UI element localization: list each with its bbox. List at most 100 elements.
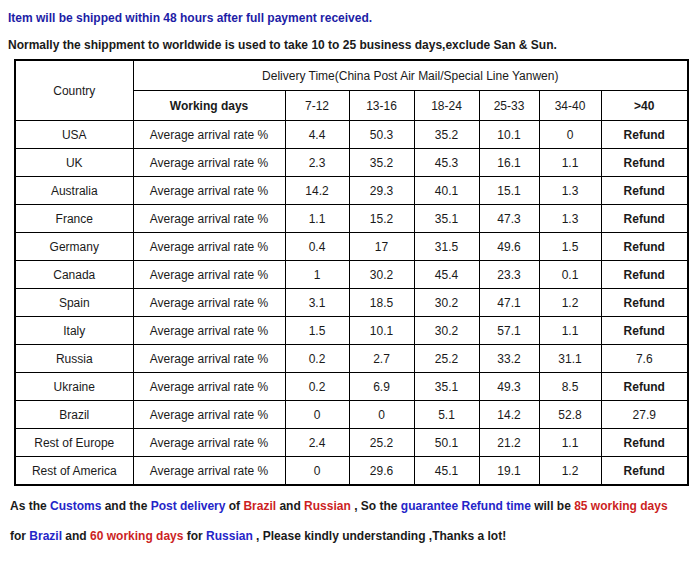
rate-value-cell: Refund [601,261,688,289]
day-range-header: 18-24 [414,91,479,121]
rate-value-cell: 0 [349,401,414,429]
arrival-rate-label: Average arrival rate % [133,457,285,486]
day-range-header: 7-12 [285,91,349,121]
rate-value-cell: Refund [601,149,688,177]
rate-value-cell: Refund [601,233,688,261]
rate-value-cell: 1 [285,261,349,289]
rate-value-cell: 35.2 [414,121,479,149]
footer-text-segment: Russian [206,529,253,543]
delivery-duration-note: Normally the shippment to worldwide is u… [8,32,700,59]
rate-value-cell: 33.2 [479,345,539,373]
rate-value-cell: 50.3 [349,121,414,149]
rate-value-cell: 5.1 [414,401,479,429]
arrival-rate-label: Average arrival rate % [133,429,285,457]
footer-text-segment: Russian [304,499,351,513]
rate-value-cell: 1.3 [539,205,601,233]
delivery-time-header: Delivery Time(China Post Air Mail/Specia… [133,60,688,91]
rate-value-cell: 31.1 [539,345,601,373]
delivery-rate-table: Country Delivery Time(China Post Air Mai… [14,59,689,486]
table-body: USAAverage arrival rate %4.450.335.210.1… [15,121,688,486]
table-row: Rest of AmericaAverage arrival rate %029… [15,457,688,486]
country-cell: France [15,205,133,233]
rate-value-cell: 1.2 [539,457,601,486]
table-row: UKAverage arrival rate %2.335.245.316.11… [15,149,688,177]
rate-value-cell: 14.2 [479,401,539,429]
table-row: Rest of EuropeAverage arrival rate %2.42… [15,429,688,457]
rate-value-cell: 29.3 [349,177,414,205]
rate-value-cell: 2.7 [349,345,414,373]
footer-text-segment: and [276,499,304,513]
country-cell: Russia [15,345,133,373]
rate-value-cell: 8.5 [539,373,601,401]
footer-text-segment: , So the [351,499,401,513]
table-row: RussiaAverage arrival rate %0.22.725.233… [15,345,688,373]
rate-value-cell: 47.3 [479,205,539,233]
footer-text-segment: guarantee Refund time [401,499,531,513]
footer-text-segment: and [62,529,90,543]
rate-value-cell: 29.6 [349,457,414,486]
footer-text-segment: Post delivery [151,499,226,513]
country-cell: Canada [15,261,133,289]
rate-value-cell: 15.1 [479,177,539,205]
rate-value-cell: 30.2 [349,261,414,289]
rate-value-cell: 30.2 [414,317,479,345]
footer-text-segment: for [183,529,206,543]
rate-value-cell: 0.2 [285,373,349,401]
rate-value-cell: 1.1 [539,149,601,177]
rate-value-cell: 23.3 [479,261,539,289]
footer-text-segment: Brazil [29,529,62,543]
arrival-rate-label: Average arrival rate % [133,261,285,289]
country-cell: Rest of Europe [15,429,133,457]
table-row: CanadaAverage arrival rate %130.245.423.… [15,261,688,289]
arrival-rate-label: Average arrival rate % [133,177,285,205]
rate-value-cell: 50.1 [414,429,479,457]
rate-value-cell: 35.1 [414,205,479,233]
footer-text-segment: of [225,499,243,513]
arrival-rate-label: Average arrival rate % [133,233,285,261]
rate-value-cell: 45.4 [414,261,479,289]
arrival-rate-label: Average arrival rate % [133,289,285,317]
rate-value-cell: 57.1 [479,317,539,345]
rate-value-cell: Refund [601,177,688,205]
rate-value-cell: 30.2 [414,289,479,317]
rate-value-cell: 1.1 [539,429,601,457]
table-row: GermanyAverage arrival rate %0.41731.549… [15,233,688,261]
refund-policy-line-1: As the Customs and the Post delivery of … [10,491,700,521]
rate-value-cell: 45.1 [414,457,479,486]
day-range-header: 25-33 [479,91,539,121]
arrival-rate-label: Average arrival rate % [133,205,285,233]
day-range-header: 13-16 [349,91,414,121]
rate-value-cell: 35.1 [414,373,479,401]
rate-value-cell: 25.2 [414,345,479,373]
rate-value-cell: Refund [601,457,688,486]
rate-value-cell: 14.2 [285,177,349,205]
refund-policy-note: As the Customs and the Post delivery of … [0,491,700,551]
rate-value-cell: 0 [539,121,601,149]
rate-value-cell: 6.9 [349,373,414,401]
shipping-info-page: Item will be shipped within 48 hours aft… [0,0,700,563]
rate-value-cell: Refund [601,429,688,457]
rate-value-cell: 10.1 [479,121,539,149]
footer-text-segment: As the [10,499,50,513]
rate-value-cell: 1.3 [539,177,601,205]
rate-value-cell: 40.1 [414,177,479,205]
rate-value-cell: 35.2 [349,149,414,177]
arrival-rate-label: Average arrival rate % [133,345,285,373]
country-column-header: Country [15,60,133,121]
rate-value-cell: 1.5 [285,317,349,345]
rate-value-cell: 0 [285,401,349,429]
table-row: SpainAverage arrival rate %3.118.530.247… [15,289,688,317]
rate-value-cell: 1.2 [539,289,601,317]
footer-text-segment: Brazil [243,499,276,513]
footer-text-segment: and the [101,499,150,513]
table-row: AustraliaAverage arrival rate %14.229.34… [15,177,688,205]
working-days-label: Working days [133,91,285,121]
rate-value-cell: Refund [601,373,688,401]
rate-value-cell: 18.5 [349,289,414,317]
rate-value-cell: 31.5 [414,233,479,261]
footer-text-segment: , Please kindly understanding ,Thanks a … [253,529,506,543]
rate-value-cell: 2.4 [285,429,349,457]
country-cell: Ukraine [15,373,133,401]
rate-value-cell: 49.3 [479,373,539,401]
country-cell: Australia [15,177,133,205]
